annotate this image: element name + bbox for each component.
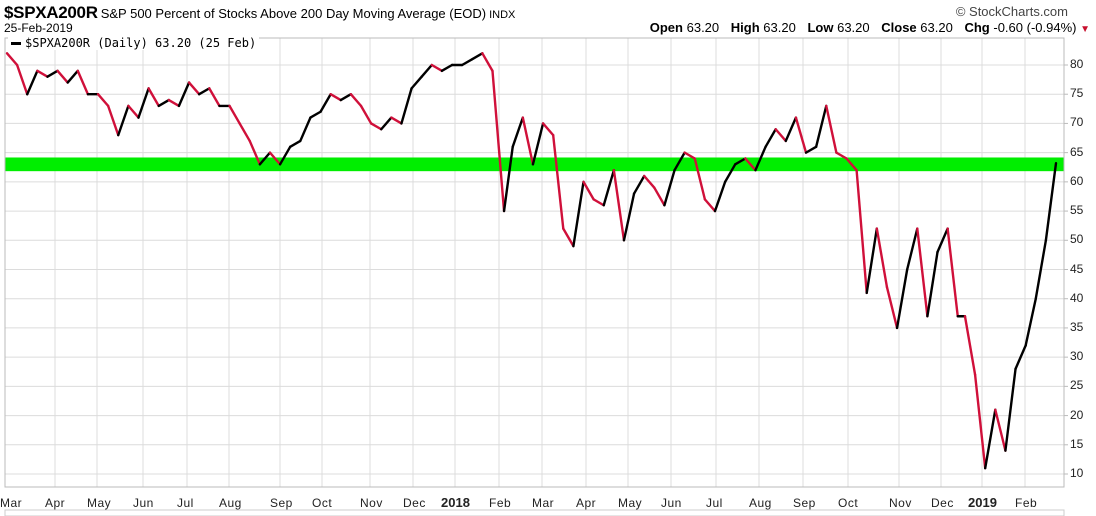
low-label: Low [807,20,834,35]
y-tick-label: 45 [1070,261,1084,276]
chart-date: 25-Feb-2019 [4,21,73,35]
y-tick-label: 65 [1070,144,1084,159]
y-tick-label: 40 [1070,290,1084,305]
y-tick-label: 80 [1070,57,1084,71]
x-tick-label: Jul [177,496,194,510]
symbol: $SPXA200R [4,3,98,22]
legend-swatch-icon [11,42,21,45]
y-tick-label: 60 [1070,173,1084,188]
x-tick-label: Jun [661,496,682,510]
x-tick-label: Sep [270,496,293,510]
y-tick-label: 70 [1070,115,1084,130]
brand-watermark: © StockCharts.com [955,4,1068,19]
chart-title: $SPXA200R S&P 500 Percent of Stocks Above… [4,3,515,23]
chg-value: -0.60 (-0.94%) [993,20,1077,35]
x-tick-label: Apr [576,496,597,510]
close-label: Close [881,20,917,35]
x-tick-label: Feb [489,496,512,510]
y-tick-label: 50 [1070,232,1084,247]
x-tick-label: May [87,496,112,510]
x-tick-label: Feb [1015,496,1038,510]
price-line [5,52,1058,470]
high-label: High [730,20,760,35]
x-tick-label: Mar [532,496,555,510]
x-tick-label: Dec [403,496,426,510]
x-tick-label: Nov [360,496,383,510]
open-label: Open [649,20,683,35]
x-tick-label: Apr [45,496,66,510]
x-tick-label: Aug [219,496,242,510]
x-tick-label: Jul [706,496,723,510]
low-value: 63.20 [837,20,870,35]
chart-grid [4,38,1068,487]
symbol-description: S&P 500 Percent of Stocks Above 200 Day … [100,6,487,21]
close-value: 63.20 [920,20,953,35]
x-tick-label: Oct [312,496,333,510]
y-tick-label: 15 [1070,436,1084,451]
y-tick-label: 35 [1070,319,1084,334]
x-tick-label: Dec [931,496,954,510]
x-tick-label: 2018 [441,495,470,510]
x-tick-label: May [618,496,643,510]
legend: $SPXA200R (Daily) 63.20 (25 Feb) [8,36,260,50]
y-tick-label: 20 [1070,407,1084,422]
exchange: INDX [489,9,516,21]
high-value: 63.20 [763,20,796,35]
x-tick-label: Oct [838,496,859,510]
ohlc-summary: Open 63.20 High 63.20 Low 63.20 Close 63… [650,20,1090,35]
chg-label: Chg [964,20,990,35]
x-tick-label: 2019 [968,495,997,510]
y-tick-label: 30 [1070,349,1084,364]
x-tick-label: Nov [889,496,912,510]
y-tick-label: 55 [1070,203,1084,218]
y-tick-label: 75 [1070,86,1084,101]
x-tick-label: Mar [0,496,23,510]
legend-label: $SPXA200R (Daily) 63.20 (25 Feb) [25,36,257,50]
x-tick-label: Sep [793,496,816,510]
support-band [5,157,1064,172]
x-tick-label: Aug [749,496,772,510]
down-arrow-icon: ▼ [1080,24,1090,35]
x-tick-label: Jun [133,496,154,510]
y-tick-label: 10 [1070,466,1084,480]
open-value: 63.20 [686,20,720,35]
plot-border [4,37,1065,488]
y-tick-label: 25 [1070,378,1084,393]
lower-panel-edge [4,509,1065,516]
